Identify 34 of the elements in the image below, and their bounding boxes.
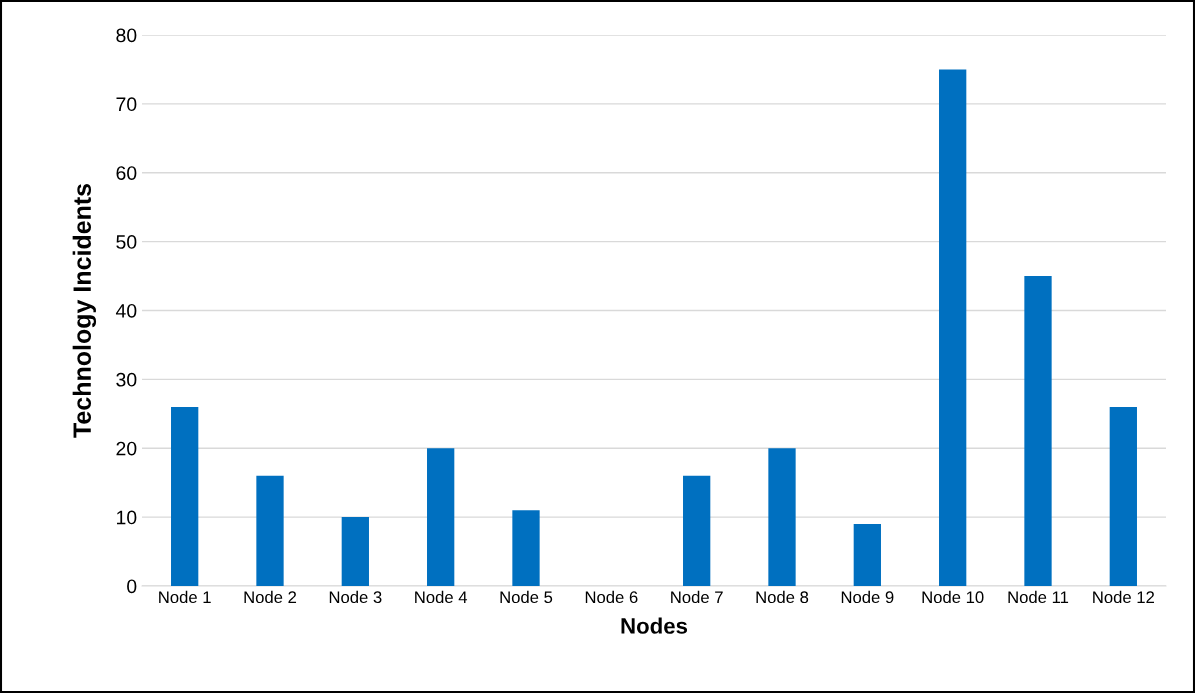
x-axis-title: Nodes [621,617,688,634]
x-tick-label: Node 9 [841,590,894,604]
bar [768,448,796,586]
bar [171,406,199,586]
y-axis-title: Technology Incidents [72,183,97,438]
bar [1109,406,1137,586]
x-tick-label: Node 6 [585,590,638,604]
x-tick-label: Node 11 [1008,590,1069,604]
x-tick-label: Node 7 [671,590,723,604]
bar [939,69,967,586]
y-tick-label: 50 [116,235,137,249]
x-tick-label: Node 12 [1093,590,1155,604]
y-tick-label: 40 [115,303,137,318]
bar [256,475,284,586]
bar [427,448,455,586]
x-tick-label: Node 3 [329,590,382,604]
x-tick-label: Node 10 [922,590,984,604]
x-tick-label: Node 4 [415,590,468,604]
x-tick-label: Node 2 [244,590,297,604]
y-tick-label: 0 [127,579,137,594]
bar [341,517,369,586]
x-tick-label: Node 1 [159,590,211,604]
bar [512,510,540,586]
bar [853,524,881,586]
x-tick-label: Node 8 [756,590,809,604]
bar [1024,276,1052,586]
y-tick-label: 60 [116,166,137,180]
y-tick-label: 20 [116,441,137,456]
bar [683,475,711,586]
x-tick-label: Node 5 [500,590,553,604]
y-tick-label: 80 [116,28,137,43]
y-tick-label: 70 [116,97,137,112]
y-tick-label: 10 [117,510,137,525]
y-tick-label: 30 [116,372,137,387]
